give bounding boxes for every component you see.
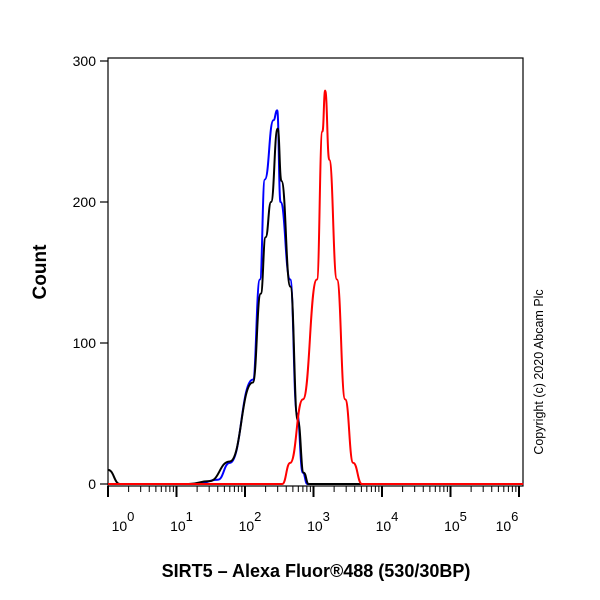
series-line-0 <box>107 109 524 486</box>
x-tick-label: 104 <box>376 509 399 534</box>
x-axis-label: SIRT5 – Alexa Fluor®488 (530/30BP) <box>162 561 471 581</box>
plot-frame <box>107 57 524 487</box>
series-lines <box>107 89 524 486</box>
y-tick-label: 300 <box>73 53 97 69</box>
y-tick-label: 0 <box>88 476 96 492</box>
x-axis: 100 101 102 103 104 105 106 <box>107 486 520 534</box>
y-axis: 0 100 200 300 <box>73 53 108 492</box>
x-tick-label: 103 <box>307 509 330 534</box>
x-tick-label: 102 <box>239 509 262 534</box>
x-tick-label: 100 <box>112 509 135 534</box>
copyright-annotation: Copyright (c) 2020 Abcam Plc <box>532 289 546 454</box>
y-axis-label: Count <box>30 244 51 300</box>
x-tick-label: 105 <box>444 509 467 534</box>
y-tick-label: 100 <box>73 335 97 351</box>
series-line-1 <box>107 127 524 486</box>
x-tick-label: 106 <box>496 509 519 534</box>
series-line-2 <box>107 89 524 486</box>
y-tick-label: 200 <box>73 194 97 210</box>
x-tick-label: 101 <box>170 509 193 534</box>
